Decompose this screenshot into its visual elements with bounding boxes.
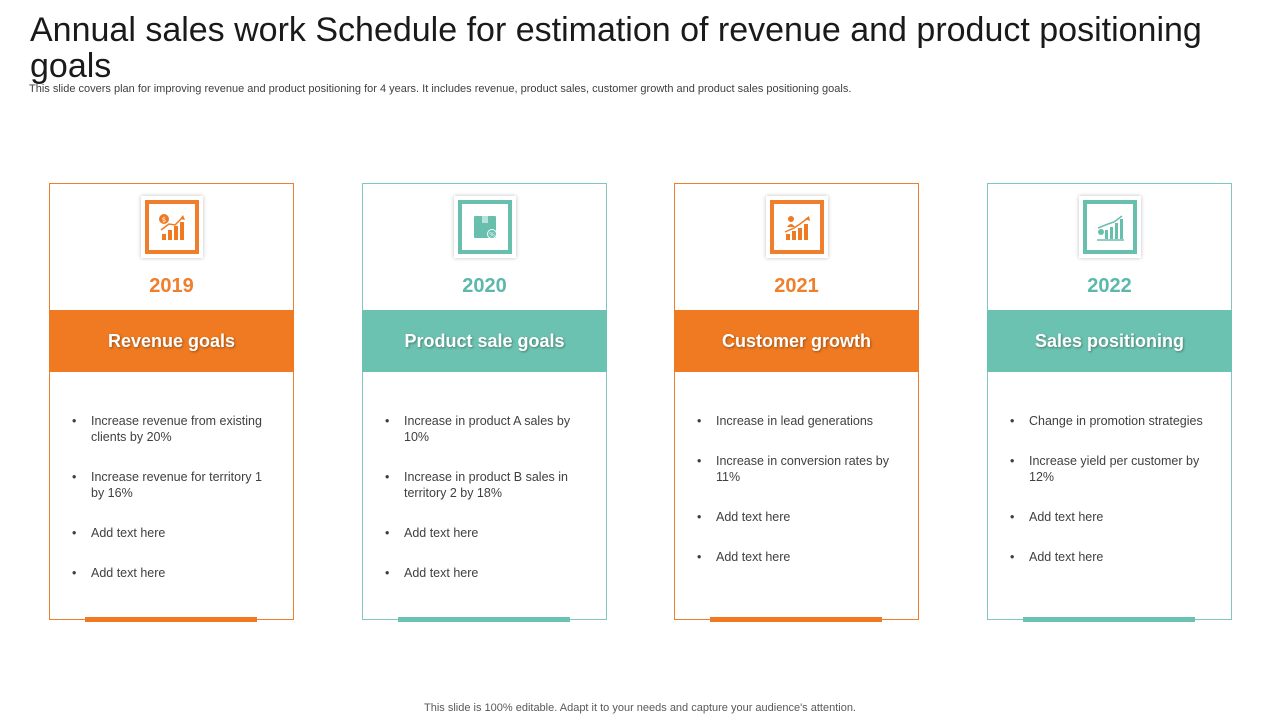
list-item: Add text here (70, 525, 275, 541)
goal-list: Increase revenue from existing clients b… (70, 413, 275, 605)
card-year: 2020 (462, 275, 507, 297)
slide-footer: This slide is 100% editable. Adapt it to… (424, 702, 856, 714)
goal-card-2022: 2022 Sales positioning Change in promoti… (987, 183, 1232, 622)
list-item: Add text here (1008, 509, 1213, 525)
goal-card-2020: % 2020 Product sale goals Increase in pr… (362, 183, 607, 622)
card-heading: Customer growth (674, 310, 919, 372)
svg-text:%: % (489, 232, 495, 239)
list-item: Increase revenue from existing clients b… (70, 413, 275, 445)
list-item: Increase in product A sales by 10% (383, 413, 588, 445)
list-item: Add text here (383, 565, 588, 581)
svg-text:$: $ (162, 216, 166, 224)
list-item: Change in promotion strategies (1008, 413, 1213, 429)
list-item: Add text here (70, 565, 275, 581)
icon-frame (1079, 196, 1141, 258)
list-item: Add text here (1008, 549, 1213, 565)
list-item: Increase in product B sales in territory… (383, 469, 588, 501)
accent-bar (1023, 617, 1195, 622)
goal-list: Increase in lead generations Increase in… (695, 413, 900, 589)
accent-bar (398, 617, 570, 622)
accent-bar (85, 617, 257, 622)
accent-bar (710, 617, 882, 622)
goal-card-2019: $ 2019 Revenue goals Increase revenue fr… (49, 183, 294, 622)
card-year: 2021 (774, 275, 819, 297)
revenue-growth-icon: $ (145, 200, 199, 254)
slide-title: Annual sales work Schedule for estimatio… (30, 11, 1202, 85)
list-item: Increase revenue for territory 1 by 16% (70, 469, 275, 501)
product-box-icon: % (458, 200, 512, 254)
icon-frame: % (454, 196, 516, 258)
card-heading: Sales positioning (987, 310, 1232, 372)
list-item: Add text here (695, 509, 900, 525)
list-item: Add text here (383, 525, 588, 541)
list-item: Increase in conversion rates by 11% (695, 453, 900, 485)
slide-subtitle: This slide covers plan for improving rev… (29, 83, 852, 95)
icon-frame (766, 196, 828, 258)
sales-chart-icon (1083, 200, 1137, 254)
list-item: Increase yield per customer by 12% (1008, 453, 1213, 485)
goal-list: Increase in product A sales by 10% Incre… (383, 413, 588, 605)
list-item: Increase in lead generations (695, 413, 900, 429)
list-item: Add text here (695, 549, 900, 565)
card-year: 2019 (149, 275, 194, 297)
icon-frame: $ (141, 196, 203, 258)
card-heading: Revenue goals (49, 310, 294, 372)
card-year: 2022 (1087, 275, 1132, 297)
goal-card-2021: 2021 Customer growth Increase in lead ge… (674, 183, 919, 622)
card-heading: Product sale goals (362, 310, 607, 372)
goal-list: Change in promotion strategies Increase … (1008, 413, 1213, 589)
customer-growth-icon (770, 200, 824, 254)
